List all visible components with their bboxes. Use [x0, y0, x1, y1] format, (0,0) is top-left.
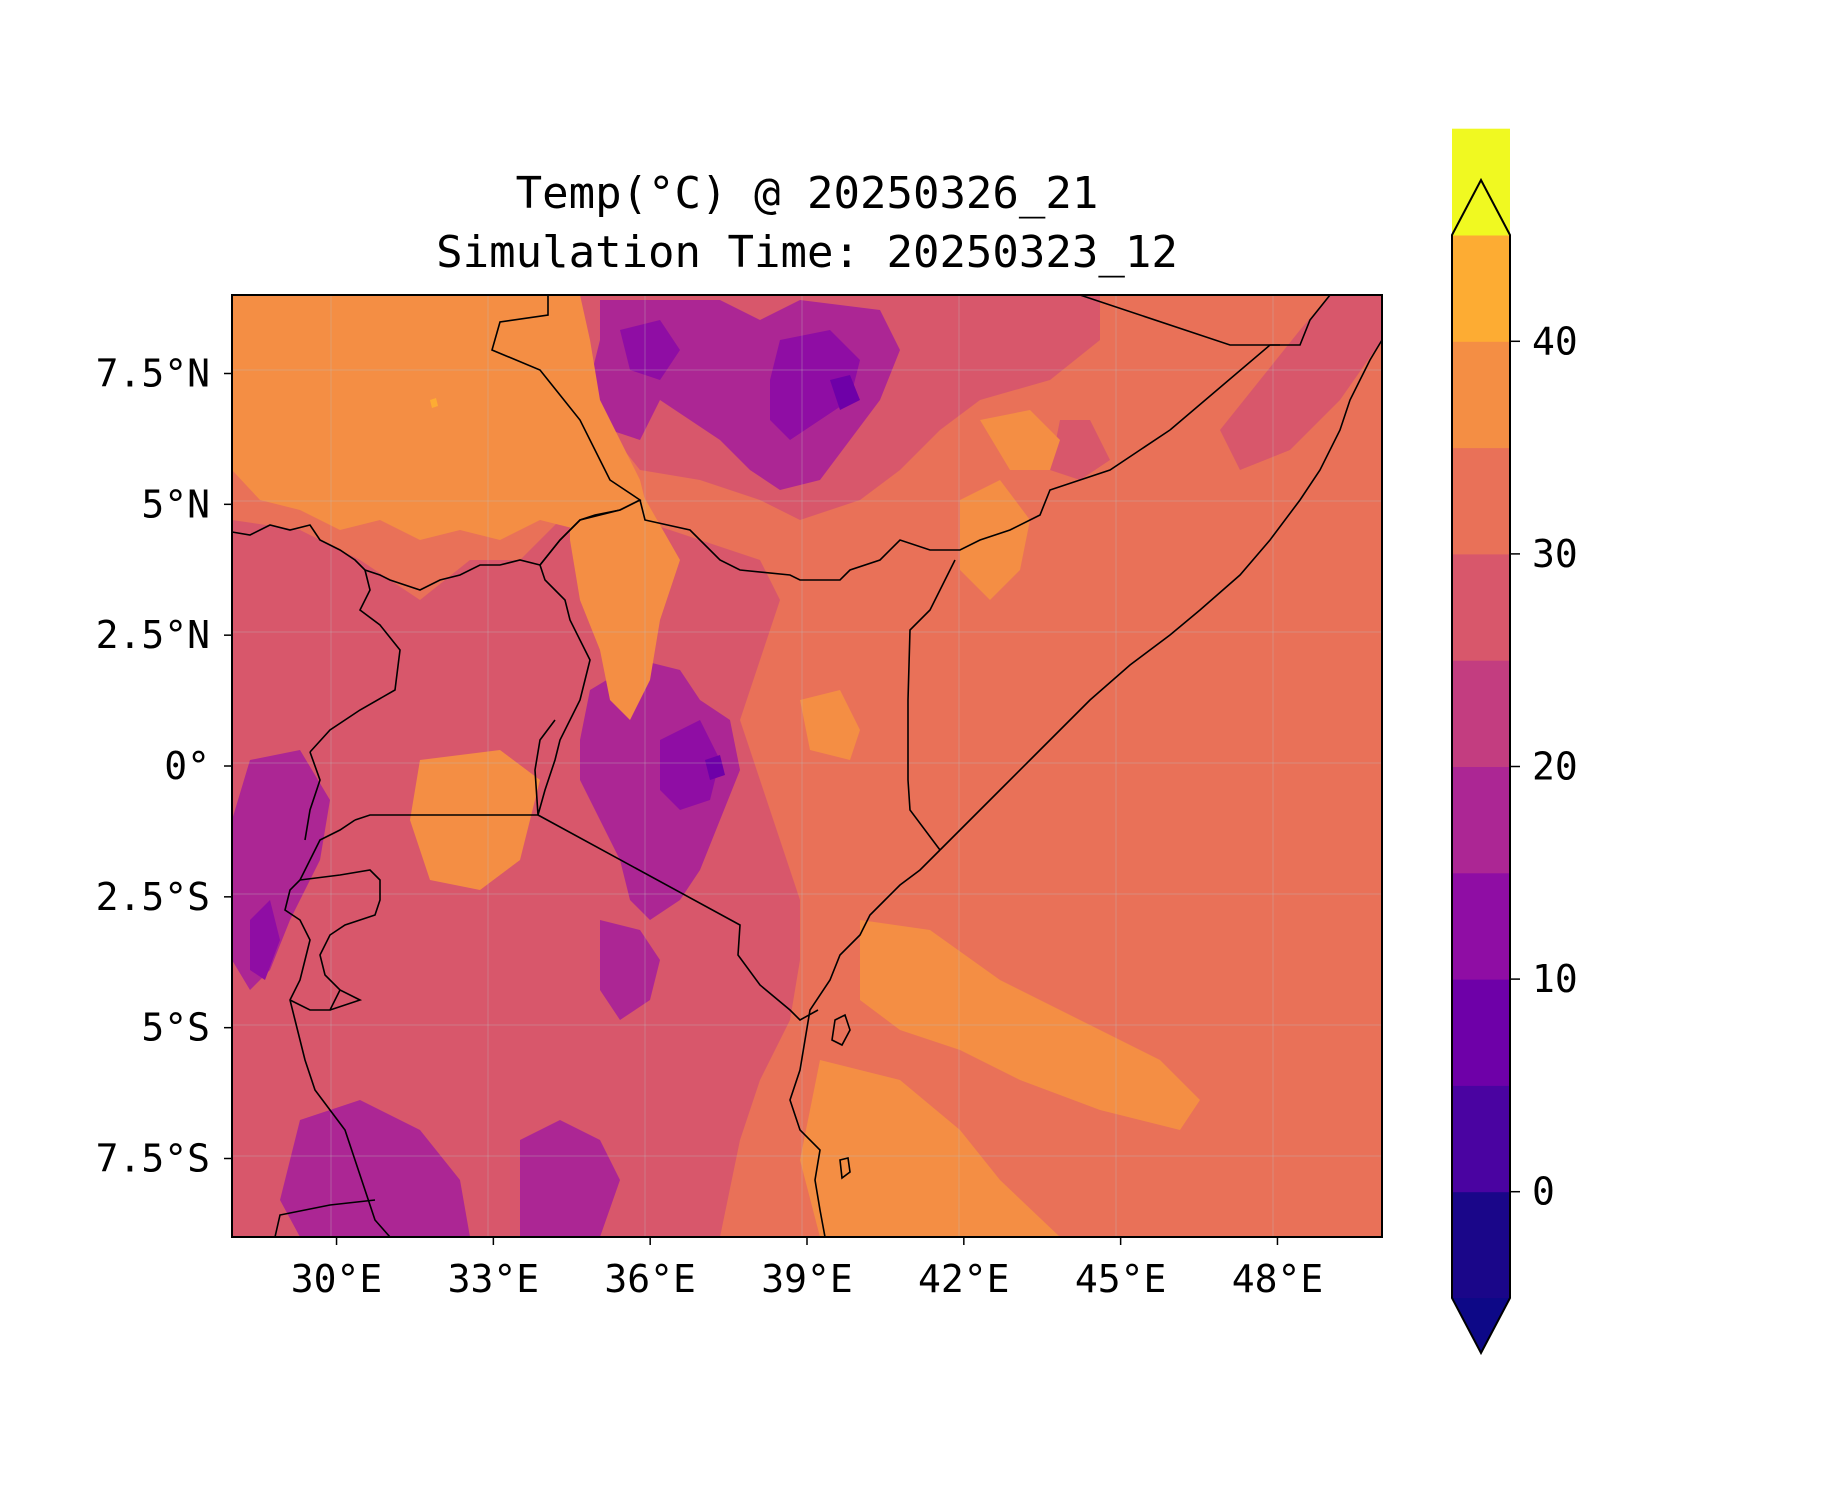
y-tick-label: 7.5°N [96, 352, 210, 396]
colorbar-tick-label: 40 [1532, 319, 1578, 363]
border-south-sudan [232, 295, 642, 591]
x-tick-label: 48°E [1232, 1257, 1324, 1301]
field-region-30-35-ethiopia-east [980, 410, 1060, 470]
field-region-20-25-ridge [1050, 420, 1110, 480]
x-tick-label: 36°E [604, 1257, 696, 1301]
colorbar-segment [1452, 872, 1510, 980]
coastline-kenya-tanzania [789, 849, 941, 1237]
border-lake-albert [309, 569, 401, 753]
border-congo-east [284, 819, 391, 1237]
y-tick-label: 0° [164, 744, 210, 788]
colorbar: 0 10 20 30 40 [1451, 128, 1578, 1356]
field-region-30-35-ocean [860, 920, 1200, 1130]
island-mafia [839, 1157, 851, 1180]
field-region-30-35-somalia [960, 480, 1030, 600]
colorbar-segment [1452, 447, 1510, 555]
field-region-30-35-uganda [410, 750, 540, 890]
border-ethiopia-kenya [639, 429, 1171, 581]
border-uganda-kenya [534, 719, 556, 816]
field-region-10-15-rift [250, 900, 280, 980]
border-lake-albert-2 [304, 751, 321, 841]
colorbar-segment [1452, 1085, 1510, 1193]
border-ethiopia-somalia [1169, 295, 1331, 431]
x-tick-label: 42°E [918, 1257, 1010, 1301]
y-tick-label: 2.5°N [96, 613, 210, 657]
x-tick-label: 33°E [448, 1257, 540, 1301]
field-region-30-35-coast [800, 1060, 1060, 1237]
title-line-1: Temp(°C) @ 20250326_21 [516, 168, 1099, 219]
colorbar-extend-over [1452, 180, 1510, 235]
field-region-20-25-ne [1220, 295, 1382, 470]
colorbar-tick-label: 10 [1532, 957, 1578, 1001]
field-region-5-10-kenya [705, 755, 725, 780]
colorbar-segment [1452, 341, 1510, 449]
colorbar-extend-under [1452, 1298, 1510, 1353]
country-borders [232, 295, 1382, 1237]
island-zanzibar [831, 1013, 851, 1047]
colorbar-segment [1452, 766, 1510, 874]
y-tick-label: 7.5°S [96, 1137, 210, 1181]
field-region-15-20-south [520, 1120, 620, 1237]
colorbar-segment [1452, 235, 1510, 342]
border-kenya-tanzania [537, 814, 819, 1021]
field-region-15-20-sw [280, 1100, 470, 1237]
coastline-somalia [939, 339, 1382, 851]
field-region-10-15-ethiopia-2 [620, 320, 680, 380]
field-region-15-20-tz [600, 920, 660, 1020]
y-axis: 7.5°N 5°N 2.5°N 0° 2.5°S 5°S 7.5°S [96, 352, 232, 1181]
colorbar-tick-label: 20 [1532, 745, 1578, 789]
title-line-2: Simulation Time: 20250323_12 [436, 227, 1178, 278]
field-region-10-15-ethiopia [770, 330, 860, 440]
border-kenya-somalia [907, 559, 956, 851]
colorbar-tick-label: 30 [1532, 532, 1578, 576]
border-zambia-tanzania [274, 1199, 376, 1237]
colorbar-segment [1452, 553, 1510, 661]
colorbar-segment [1452, 979, 1510, 1086]
temperature-field [232, 295, 1382, 1237]
border-uganda-tanzania-line [354, 814, 538, 821]
x-tick-label: 39°E [761, 1257, 853, 1301]
colorbar-tick-label: 0 [1532, 1170, 1555, 1214]
border-rwanda-burundi [299, 869, 381, 1011]
y-tick-label: 5°S [141, 1006, 210, 1050]
field-region-30-35-rift-valley [570, 480, 680, 720]
field-region-35-40 [430, 398, 438, 408]
field-region-5-10-peak [830, 375, 860, 410]
field-region-30-35-sudan [232, 295, 650, 540]
border-ethiopia-north [1079, 295, 1280, 346]
border-uganda-north [537, 499, 641, 816]
field-region-10-15-kenya [660, 720, 720, 810]
x-tick-label: 45°E [1075, 1257, 1167, 1301]
colorbar-segment [1452, 1191, 1510, 1299]
colorbar-segment [1452, 660, 1510, 767]
y-tick-label: 2.5°S [96, 875, 210, 919]
x-tick-label: 30°E [291, 1257, 383, 1301]
border-lake-tanganyika [289, 989, 341, 1011]
colorbar-outline [1451, 177, 1511, 1356]
field-region-30-35-kenya [800, 690, 860, 760]
y-tick-label: 5°N [141, 482, 210, 526]
x-axis: 30°E 33°E 36°E 39°E 42°E 45°E 48°E [291, 1237, 1323, 1301]
